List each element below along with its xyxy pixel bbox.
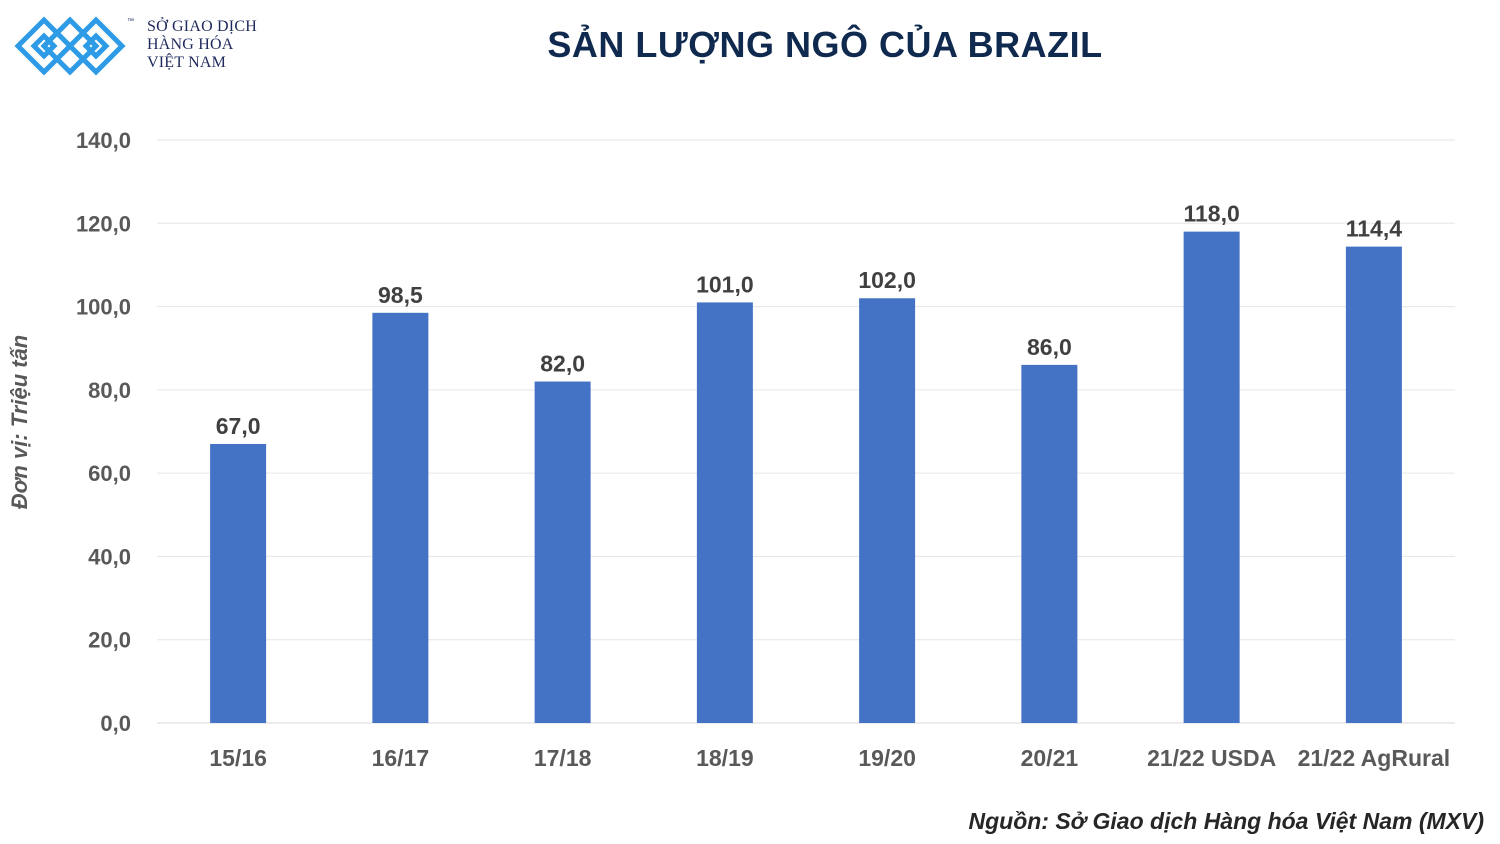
- bar: [372, 312, 429, 723]
- y-tick-label: 100,0: [76, 295, 131, 320]
- y-tick-label: 80,0: [88, 378, 131, 403]
- x-tick-label: 15/16: [209, 745, 267, 771]
- y-tick-label: 20,0: [88, 628, 131, 653]
- data-label: 101,0: [696, 271, 754, 297]
- y-tick-label: 120,0: [76, 211, 131, 236]
- data-label: 82,0: [540, 351, 585, 377]
- data-label: 86,0: [1027, 334, 1072, 360]
- data-label: 67,0: [216, 413, 261, 439]
- y-tick-label: 140,0: [76, 128, 131, 153]
- logo-text: SỞ GIAO DỊCH HÀNG HÓA VIỆT NAM: [147, 18, 257, 72]
- x-tick-label: 19/20: [858, 745, 916, 771]
- y-tick-label: 40,0: [88, 544, 131, 569]
- x-tick-label: 20/21: [1021, 745, 1079, 771]
- logo-line-2: HÀNG HÓA: [147, 36, 234, 53]
- x-tick-label: 17/18: [534, 745, 592, 771]
- bar: [859, 298, 916, 723]
- trademark-symbol: ™: [127, 18, 134, 25]
- bar: [1345, 246, 1402, 723]
- bar: [1183, 231, 1240, 723]
- data-label: 102,0: [858, 267, 916, 293]
- logo-line-1: SỞ GIAO DỊCH: [147, 18, 257, 35]
- bar: [696, 302, 753, 723]
- bar: [1021, 364, 1078, 723]
- x-tick-label: 21/22 USDA: [1147, 745, 1276, 771]
- y-tick-label: 60,0: [88, 461, 131, 486]
- x-tick-label: 21/22 AgRural: [1298, 745, 1451, 771]
- bar: [534, 381, 591, 723]
- x-tick-label: 16/17: [372, 745, 430, 771]
- x-tick-label: 18/19: [696, 745, 754, 771]
- data-label: 98,5: [378, 282, 423, 308]
- data-label: 114,4: [1346, 216, 1402, 242]
- mxv-logo: ™ SỞ GIAO DỊCH HÀNG HÓA VIỆT NAM: [14, 16, 274, 76]
- y-tick-label: 0,0: [100, 711, 131, 736]
- bar: [210, 443, 267, 723]
- mxv-logo-mark-icon: [14, 16, 126, 76]
- source-note: Nguồn: Sở Giao dịch Hàng hóa Việt Nam (M…: [968, 808, 1484, 834]
- logo-line-3: VIỆT NAM: [147, 54, 227, 71]
- chart-title: SẢN LƯỢNG NGÔ CỦA BRAZIL: [547, 24, 1103, 65]
- data-label: 118,0: [1183, 201, 1239, 227]
